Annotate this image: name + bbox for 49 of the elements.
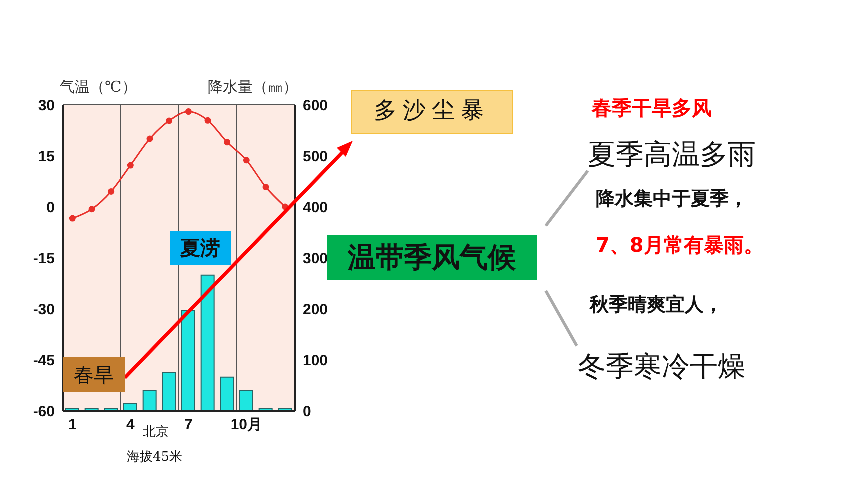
y2-tick-label: 400 bbox=[303, 199, 328, 216]
point bbox=[146, 136, 154, 142]
text: 秋季晴爽宜人， bbox=[590, 294, 723, 317]
point bbox=[224, 139, 231, 146]
annotation: 春旱 bbox=[63, 357, 125, 392]
x-tick-label: 1 bbox=[68, 416, 77, 434]
x-tick-label: 7 bbox=[184, 416, 193, 434]
bar bbox=[162, 372, 176, 411]
text: 北京 bbox=[143, 425, 169, 441]
point bbox=[204, 117, 212, 124]
text: 海拔45米 bbox=[127, 450, 183, 466]
point bbox=[262, 184, 270, 191]
y-tick-label: 0 bbox=[46, 199, 55, 216]
annotation: 夏涝 bbox=[170, 231, 231, 265]
y2-tick-label: 200 bbox=[303, 301, 328, 318]
y2-axis-title: 降水量（㎜） bbox=[208, 78, 298, 97]
point bbox=[185, 108, 192, 116]
point bbox=[108, 188, 115, 195]
x-tick-label: 4 bbox=[126, 416, 136, 434]
y2-tick-label: 500 bbox=[303, 148, 328, 166]
y2-tick-label: 600 bbox=[303, 97, 328, 114]
bar bbox=[200, 274, 215, 411]
point bbox=[243, 157, 250, 164]
text: 温带季风气候 bbox=[327, 235, 537, 280]
y-tick-label: 30 bbox=[38, 97, 55, 114]
y2-tick-label: 100 bbox=[303, 352, 328, 370]
y-tick-label: -30 bbox=[33, 301, 55, 318]
text: 7、8月常有暴雨。 bbox=[596, 233, 764, 257]
y2-tick-label: 300 bbox=[303, 250, 328, 268]
point bbox=[88, 206, 96, 213]
y-tick-label: 15 bbox=[38, 148, 55, 166]
point bbox=[69, 215, 76, 222]
bar bbox=[240, 390, 254, 411]
text: 多沙尘暴 bbox=[351, 90, 513, 134]
text: 春季干旱多风 bbox=[592, 96, 712, 120]
bar bbox=[142, 390, 157, 411]
text: 冬季寒冷干燥 bbox=[578, 350, 746, 384]
text: 夏季高温多雨 bbox=[588, 138, 756, 172]
point bbox=[127, 162, 134, 169]
bar bbox=[182, 310, 196, 411]
y-axis-title: 气温（℃） bbox=[60, 78, 137, 97]
y2-tick-label: 0 bbox=[303, 403, 312, 420]
x-tick-label: 10月 bbox=[230, 416, 263, 434]
y-tick-label: -45 bbox=[33, 352, 55, 370]
bar bbox=[220, 376, 234, 411]
point bbox=[166, 118, 173, 124]
text: 降水集中于夏季， bbox=[596, 188, 748, 211]
y-tick-label: -60 bbox=[33, 403, 55, 420]
y-tick-label: -15 bbox=[33, 250, 55, 268]
